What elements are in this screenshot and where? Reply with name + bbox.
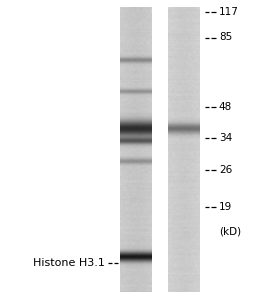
Text: 117: 117 bbox=[219, 7, 239, 17]
Text: 19: 19 bbox=[219, 202, 232, 212]
Text: 48: 48 bbox=[219, 101, 232, 112]
Text: 85: 85 bbox=[219, 32, 232, 43]
Text: (kD): (kD) bbox=[219, 226, 241, 236]
Text: 34: 34 bbox=[219, 133, 232, 143]
Text: 26: 26 bbox=[219, 165, 232, 176]
Text: Histone H3.1: Histone H3.1 bbox=[34, 257, 105, 268]
